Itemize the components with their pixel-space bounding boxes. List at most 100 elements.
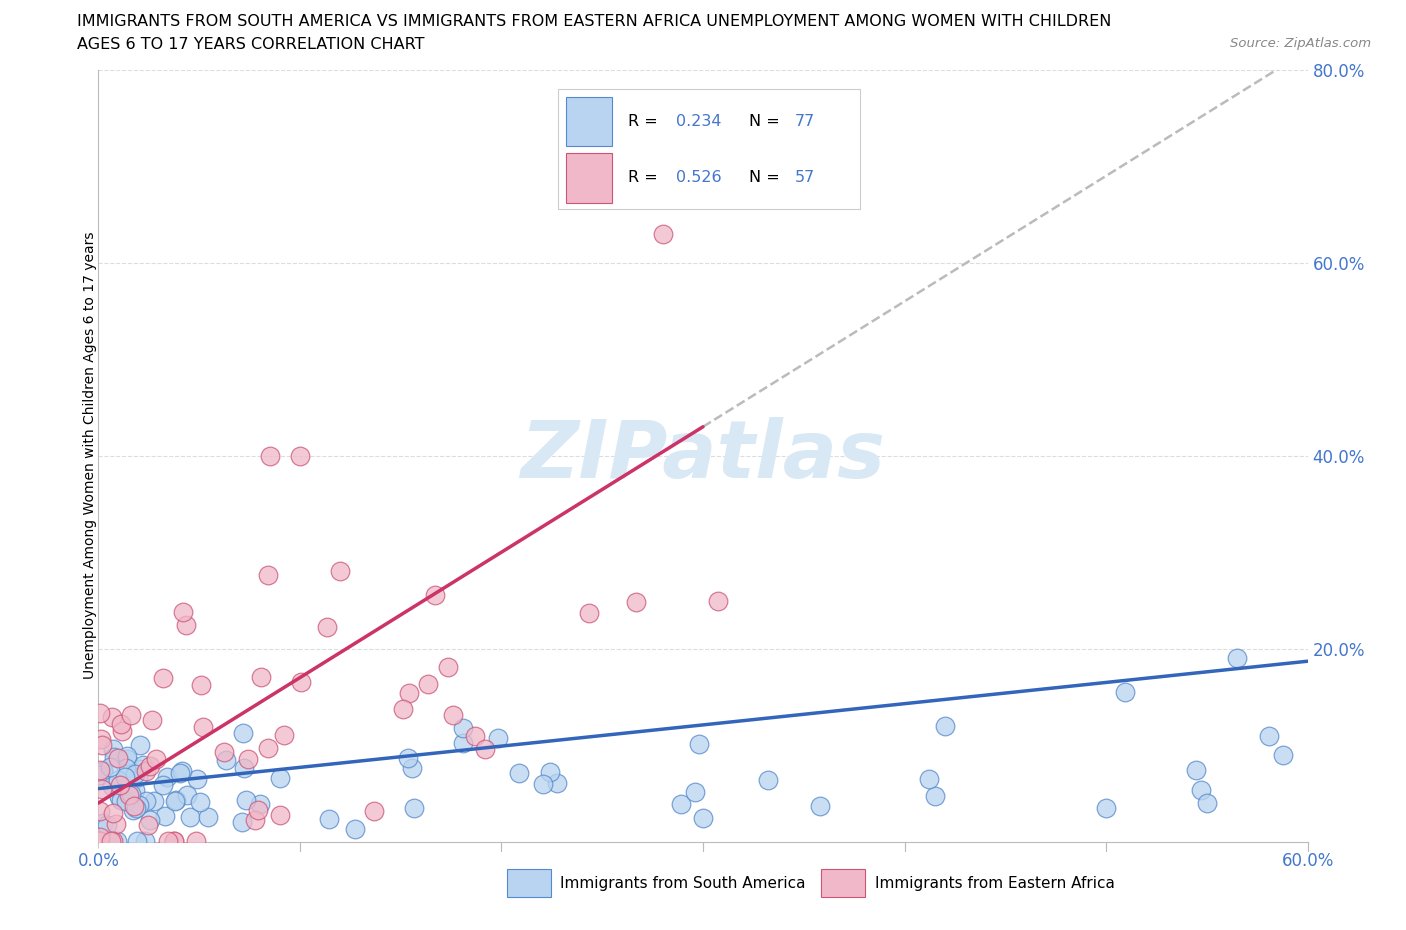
Point bbox=[190, 677, 212, 692]
Point bbox=[135, 764, 157, 778]
Point bbox=[89, 768, 111, 783]
Text: AGES 6 TO 17 YEARS CORRELATION CHART: AGES 6 TO 17 YEARS CORRELATION CHART bbox=[77, 37, 425, 52]
Point bbox=[688, 737, 710, 751]
Point bbox=[120, 787, 142, 802]
Point bbox=[1184, 763, 1206, 777]
Point bbox=[163, 833, 186, 848]
Point bbox=[423, 587, 446, 602]
Point bbox=[96, 817, 118, 832]
Point bbox=[186, 771, 208, 786]
Point bbox=[1195, 796, 1218, 811]
Point bbox=[107, 773, 129, 788]
Point bbox=[624, 594, 647, 609]
Point bbox=[124, 766, 146, 781]
Point bbox=[139, 759, 162, 774]
Point bbox=[669, 797, 692, 812]
Point bbox=[110, 717, 132, 732]
Point bbox=[124, 783, 146, 798]
Point bbox=[139, 812, 162, 827]
Point bbox=[120, 708, 142, 723]
Point bbox=[103, 833, 125, 848]
Point bbox=[111, 724, 134, 738]
Point bbox=[107, 751, 129, 765]
Point bbox=[546, 776, 568, 790]
Point bbox=[259, 448, 281, 463]
Point bbox=[91, 737, 114, 752]
Point bbox=[486, 730, 509, 745]
Point bbox=[437, 660, 460, 675]
Point bbox=[100, 833, 122, 848]
Point bbox=[451, 736, 474, 751]
Point bbox=[103, 750, 125, 764]
Point bbox=[101, 741, 124, 756]
Point bbox=[392, 702, 415, 717]
Point bbox=[172, 604, 194, 619]
Point bbox=[683, 784, 706, 799]
Point bbox=[124, 801, 146, 816]
FancyBboxPatch shape bbox=[558, 89, 860, 208]
Point bbox=[235, 792, 257, 807]
Point bbox=[318, 811, 340, 826]
Point bbox=[531, 777, 554, 791]
Point bbox=[808, 799, 831, 814]
Point bbox=[245, 813, 267, 828]
Point bbox=[165, 793, 187, 808]
Point bbox=[176, 788, 198, 803]
Point bbox=[329, 564, 352, 578]
Point bbox=[402, 800, 425, 815]
Point bbox=[288, 448, 311, 463]
Point bbox=[89, 763, 111, 777]
Point bbox=[756, 773, 779, 788]
Point bbox=[108, 777, 131, 792]
Point bbox=[135, 793, 157, 808]
Point bbox=[401, 761, 423, 776]
Point bbox=[441, 708, 464, 723]
Point bbox=[508, 765, 530, 780]
Point bbox=[101, 778, 124, 793]
Point bbox=[169, 765, 191, 780]
Point bbox=[118, 787, 141, 802]
Point bbox=[273, 728, 295, 743]
Point bbox=[578, 605, 600, 620]
Point bbox=[1226, 651, 1249, 666]
Point bbox=[141, 712, 163, 727]
Text: N =: N = bbox=[749, 170, 785, 185]
Point bbox=[115, 761, 138, 776]
Point bbox=[152, 778, 174, 793]
Text: Source: ZipAtlas.com: Source: ZipAtlas.com bbox=[1230, 37, 1371, 50]
Point bbox=[343, 822, 366, 837]
Point bbox=[122, 803, 145, 817]
Point bbox=[246, 802, 269, 817]
FancyBboxPatch shape bbox=[567, 97, 613, 146]
Point bbox=[124, 799, 146, 814]
Point bbox=[89, 830, 111, 844]
Point bbox=[163, 833, 186, 848]
Point bbox=[129, 761, 152, 776]
Point bbox=[179, 810, 201, 825]
Point bbox=[363, 804, 385, 818]
Text: Immigrants from Eastern Africa: Immigrants from Eastern Africa bbox=[875, 876, 1115, 891]
Point bbox=[257, 740, 280, 755]
Point bbox=[290, 674, 312, 689]
Point bbox=[156, 769, 179, 784]
Point bbox=[464, 728, 486, 743]
Point bbox=[174, 618, 197, 632]
Point bbox=[105, 817, 128, 832]
Point bbox=[249, 797, 271, 812]
Point bbox=[257, 567, 280, 582]
Point bbox=[91, 764, 114, 778]
Point bbox=[186, 833, 208, 848]
Point bbox=[1114, 684, 1136, 699]
Point bbox=[1095, 801, 1118, 816]
Point bbox=[651, 226, 673, 241]
Point bbox=[89, 833, 111, 848]
Text: N =: N = bbox=[749, 114, 785, 129]
Text: ZIPatlas: ZIPatlas bbox=[520, 417, 886, 495]
Point bbox=[128, 798, 150, 813]
Point bbox=[214, 744, 236, 759]
Point bbox=[90, 731, 112, 746]
Point bbox=[91, 764, 114, 778]
Text: 0.234: 0.234 bbox=[676, 114, 721, 129]
Point bbox=[416, 676, 439, 691]
Point bbox=[156, 833, 179, 848]
